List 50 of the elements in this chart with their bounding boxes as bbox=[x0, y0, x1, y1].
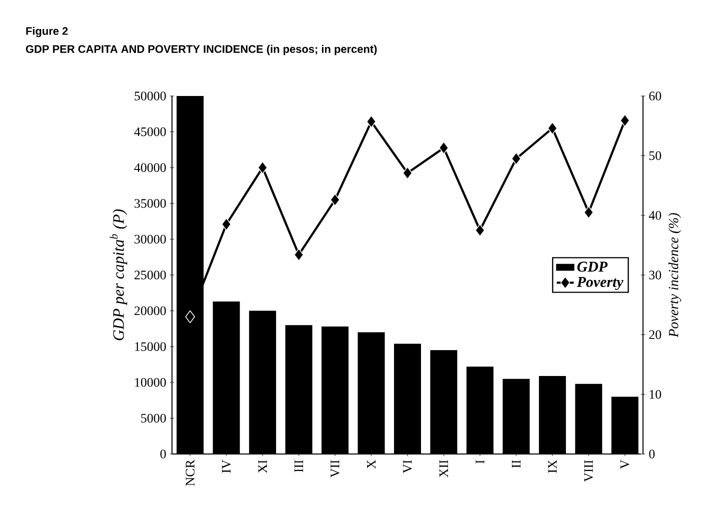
y-tick-label: 40000 bbox=[134, 163, 166, 172]
point bbox=[221, 218, 232, 231]
y2-tick-label: 50 bbox=[649, 151, 662, 160]
x-tick-label: V bbox=[620, 460, 630, 469]
y2-tick-label: 40 bbox=[648, 210, 662, 220]
y-tick-label: 20000 bbox=[134, 306, 166, 316]
point bbox=[475, 224, 485, 237]
point bbox=[402, 166, 412, 180]
y2-axis-title: Poverty incidence (%) bbox=[668, 213, 682, 338]
x-tick-label: NCR bbox=[186, 460, 194, 486]
y2-tick-label: 0 bbox=[649, 450, 655, 458]
point bbox=[185, 310, 195, 324]
y-tick-label: 10000 bbox=[135, 378, 166, 387]
point bbox=[258, 161, 268, 174]
y-tick-label: 50000 bbox=[134, 92, 166, 100]
y-tick-label: 45000 bbox=[134, 127, 166, 136]
y2-tick-label: 20 bbox=[649, 330, 662, 340]
point bbox=[620, 114, 630, 127]
point bbox=[366, 115, 376, 128]
point bbox=[330, 193, 340, 206]
x-tick-label: VII bbox=[330, 460, 340, 478]
y2-tick-label: 10 bbox=[650, 390, 662, 399]
x-tick-label: XI bbox=[258, 460, 267, 474]
point bbox=[511, 152, 522, 166]
legend-label: Poverty bbox=[576, 277, 624, 290]
y-tick-label: 15000 bbox=[135, 342, 166, 351]
x-tick-label: II bbox=[512, 460, 520, 468]
chart-subtitle: GDP PER CAPITA AND POVERTY INCIDENCE (in pesos; in percent) bbox=[26, 44, 377, 56]
y-tick-label: 30000 bbox=[134, 234, 166, 244]
x-tick-label: IX bbox=[548, 460, 557, 473]
point bbox=[548, 122, 558, 135]
x-tick-label: III bbox=[294, 460, 304, 472]
x-tick-label: VIII bbox=[584, 460, 594, 482]
x-tick-label: IV bbox=[222, 460, 231, 473]
text: Figure 2 bbox=[26, 26, 68, 38]
y2-tick-label: 60 bbox=[649, 92, 662, 100]
point bbox=[438, 142, 449, 154]
x-tick-label: X bbox=[367, 460, 376, 469]
x-tick-label: XII bbox=[439, 460, 448, 478]
x-tick-label: VI bbox=[403, 460, 412, 474]
y-tick-label: 5000 bbox=[141, 414, 166, 423]
point bbox=[294, 248, 304, 262]
point bbox=[584, 206, 594, 219]
legend-label: GDP bbox=[577, 262, 608, 272]
y-axis-title: GDP per capita$^{b}$ (P) bbox=[110, 209, 128, 340]
y-tick-label: 35000 bbox=[134, 199, 166, 208]
y-tick-label: 25000 bbox=[134, 270, 166, 280]
x-tick-label: I bbox=[476, 460, 484, 464]
y2-tick-label: 30 bbox=[649, 270, 662, 280]
y-tick-label: 0 bbox=[160, 450, 166, 458]
